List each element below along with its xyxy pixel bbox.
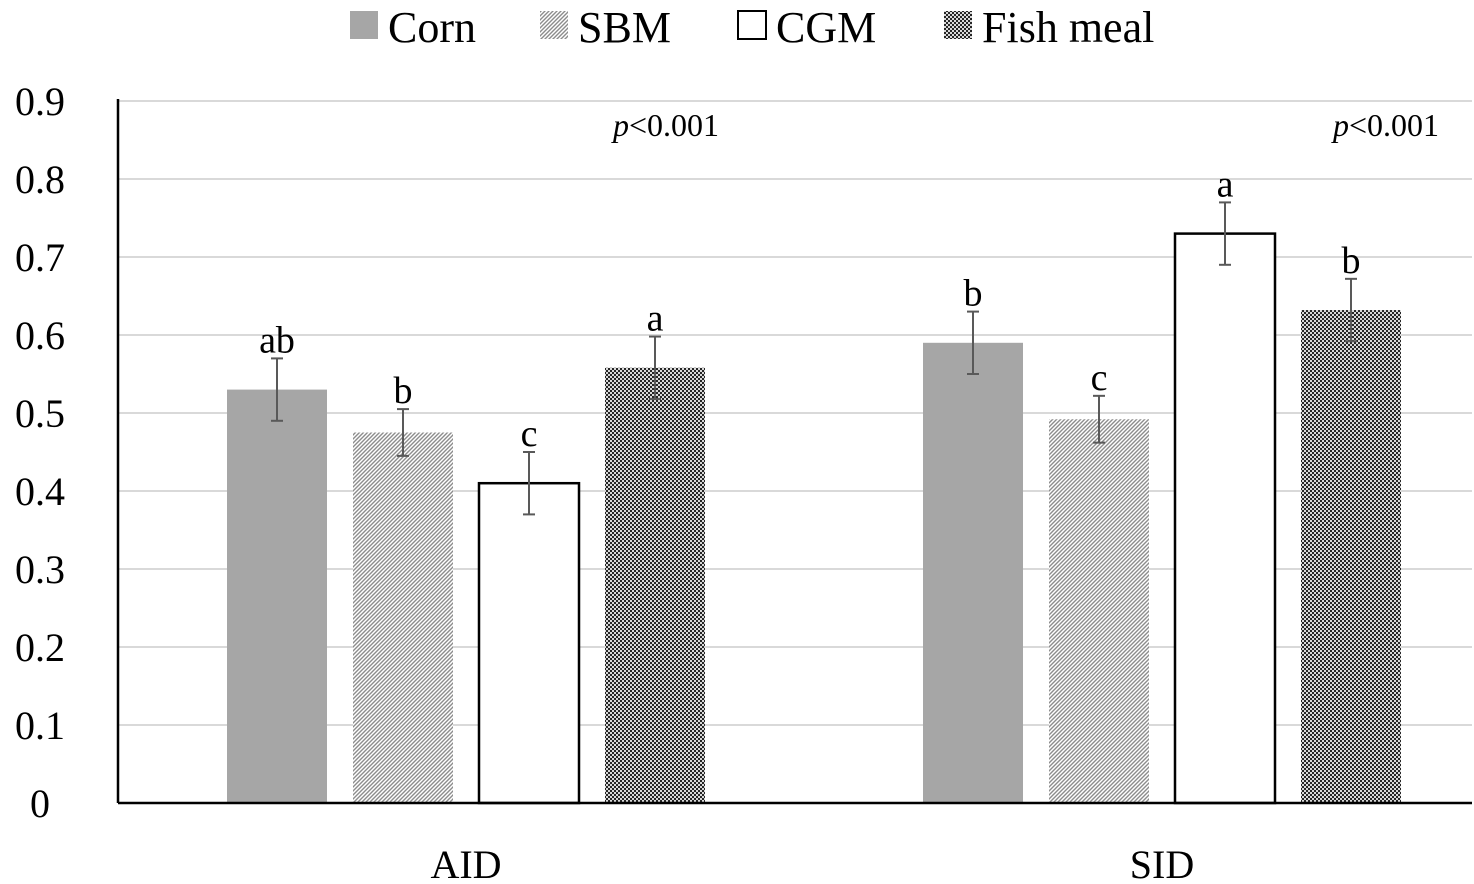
p-threshold: <0.001 bbox=[1349, 107, 1439, 143]
y-tick-label: 0 bbox=[30, 781, 50, 826]
legend-label: Corn bbox=[388, 3, 476, 52]
legend-item-sbm: SBM bbox=[540, 3, 671, 52]
y-tick-label: 0.1 bbox=[15, 703, 65, 748]
bar-sbm-aid bbox=[353, 432, 453, 803]
error-bar bbox=[649, 335, 661, 400]
p-threshold: <0.001 bbox=[629, 107, 719, 143]
significance-letter: b bbox=[394, 370, 413, 412]
significance-letter: a bbox=[647, 298, 664, 340]
y-tick-label: 0.6 bbox=[15, 313, 65, 358]
bar-cgm-aid bbox=[477, 481, 581, 805]
error-bar bbox=[967, 310, 979, 375]
legend-swatch bbox=[944, 11, 972, 39]
bar-corn-sid bbox=[923, 342, 1023, 803]
labels: 00.10.20.30.40.50.60.70.80.9abbcaAIDbcab… bbox=[15, 79, 1439, 884]
gridlines bbox=[118, 100, 1472, 726]
bar-fish-meal-sid bbox=[1301, 310, 1401, 803]
p-value-annotation: p<0.001 bbox=[1331, 107, 1439, 143]
significance-letter: b bbox=[1342, 240, 1361, 282]
y-tick-label: 0.2 bbox=[15, 625, 65, 670]
legend-swatch bbox=[350, 11, 378, 39]
legend-swatch bbox=[540, 11, 568, 39]
error-bar bbox=[397, 408, 409, 457]
error-bar bbox=[1093, 394, 1105, 444]
y-tick-label: 0.8 bbox=[15, 157, 65, 202]
p-value-annotation: p<0.001 bbox=[611, 107, 719, 143]
x-category-label: SID bbox=[1130, 842, 1194, 884]
significance-letter: ab bbox=[259, 319, 295, 361]
bar-cgm-sid bbox=[1173, 232, 1277, 805]
significance-letter: c bbox=[1091, 357, 1108, 399]
y-tick-label: 0.7 bbox=[15, 235, 65, 280]
legend-label: SBM bbox=[578, 3, 671, 52]
legend-label: Fish meal bbox=[982, 3, 1154, 52]
legend: Corn SBM CGM Fish meal bbox=[350, 3, 1154, 52]
bar-fish-meal-aid bbox=[605, 367, 705, 803]
error-bar bbox=[271, 357, 283, 422]
y-tick-label: 0.5 bbox=[15, 391, 65, 436]
y-tick-label: 0.3 bbox=[15, 547, 65, 592]
legend-label: CGM bbox=[776, 3, 876, 52]
axes bbox=[116, 99, 1472, 805]
y-tick-label: 0.9 bbox=[15, 79, 65, 124]
x-category-label: AID bbox=[430, 842, 501, 884]
error-bar bbox=[523, 451, 535, 516]
error-bar bbox=[1345, 277, 1357, 343]
legend-item-corn: Corn bbox=[350, 3, 476, 52]
significance-letter: c bbox=[521, 413, 538, 455]
significance-letter: a bbox=[1217, 163, 1234, 205]
legend-item-fish-meal: Fish meal bbox=[944, 3, 1154, 52]
legend-swatch bbox=[737, 10, 767, 40]
error-bar bbox=[1219, 201, 1231, 266]
bar-corn-aid bbox=[227, 389, 327, 803]
p-symbol: p bbox=[611, 107, 629, 143]
legend-item-cgm: CGM bbox=[737, 3, 876, 52]
significance-letter: b bbox=[964, 273, 983, 315]
bars bbox=[227, 201, 1401, 805]
y-tick-label: 0.4 bbox=[15, 469, 65, 514]
bar-sbm-sid bbox=[1049, 419, 1149, 803]
p-symbol: p bbox=[1331, 107, 1349, 143]
